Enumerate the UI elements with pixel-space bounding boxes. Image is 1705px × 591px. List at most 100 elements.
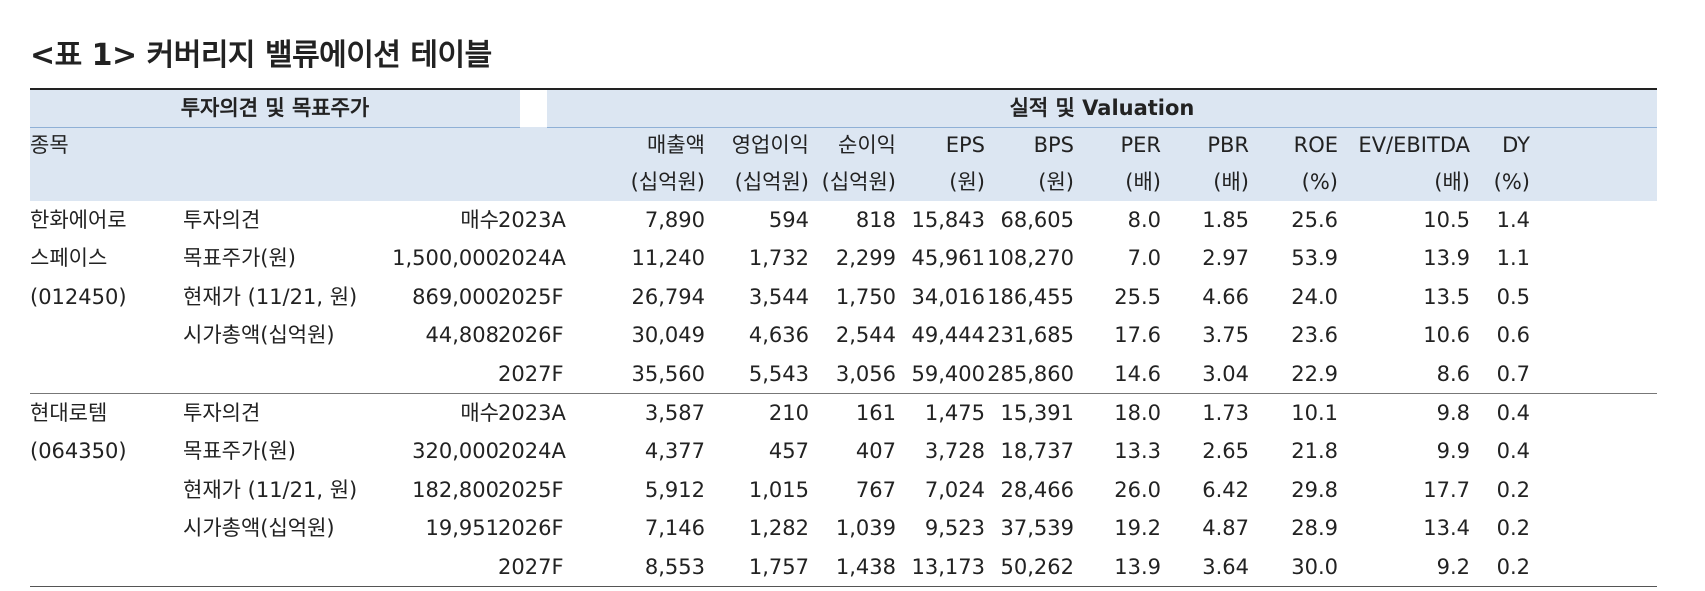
data-cell: 818 [855, 208, 896, 232]
year-cell: 2025F [498, 284, 564, 309]
info-value: 44,808 [425, 323, 499, 348]
data-cell: 108,270 [987, 246, 1074, 271]
data-cell: 7,024 [924, 477, 985, 502]
header-col-name: BPS [1033, 133, 1074, 157]
data-cell: 7,890 [644, 208, 705, 232]
data-cell: 3,056 [835, 361, 896, 386]
info-value: 19,951 [425, 516, 499, 541]
data-cell: 21.8 [1291, 439, 1338, 464]
header-col-unit: (십억원) [734, 170, 809, 194]
table-title: <표 1> 커버리지 밸류에이션 테이블 [30, 38, 492, 73]
data-cell: 1.4 [1496, 208, 1530, 232]
data-cell: 4,636 [748, 323, 809, 348]
data-cell: 0.5 [1496, 284, 1530, 309]
data-cell: 9.2 [1436, 554, 1470, 579]
data-cell: 1,015 [748, 477, 809, 502]
data-cell: 767 [855, 477, 896, 502]
data-cell: 15,391 [1000, 400, 1074, 425]
data-cell: 1,750 [835, 284, 896, 309]
table-row: 현재가 (11/21, 원) 182,800 2025F 5,912 1,015 767 7… [30, 471, 1657, 509]
info-label: 목표주가(원) [183, 439, 296, 464]
table-row: 시가총액(십억원) 44,808 2026F 30,049 4,636 2,544 49,4… [30, 316, 1657, 354]
table-body: 한화에어로 투자의견 매수 2023A 7,890 594 818 15,843 68,605 8… [30, 201, 1657, 586]
data-cell: 0.7 [1496, 361, 1530, 386]
data-cell: 14.6 [1114, 361, 1161, 386]
info-value: 매수 [460, 208, 499, 232]
header-col-unit: (배) [1125, 170, 1161, 194]
data-cell: 161 [855, 400, 896, 425]
data-cell: 18,737 [1000, 439, 1074, 464]
data-cell: 8.0 [1127, 208, 1161, 232]
company-name-line: (064350) [30, 439, 127, 464]
data-cell: 0.4 [1496, 400, 1530, 425]
data-cell: 285,860 [987, 361, 1074, 386]
info-value: 869,000 [412, 284, 499, 309]
data-cell: 0.2 [1496, 516, 1530, 541]
header-col-unit: (배) [1213, 170, 1249, 194]
company-name-line: 스페이스 [30, 246, 108, 271]
data-cell: 1,039 [835, 516, 896, 541]
data-cell: 50,262 [1000, 554, 1074, 579]
data-cell: 37,539 [1000, 516, 1074, 541]
data-cell: 29.8 [1291, 477, 1338, 502]
table-row: 스페이스 목표주가(원) 1,500,000 2024A 11,240 1,732 2,29… [30, 239, 1657, 277]
data-cell: 19.2 [1114, 516, 1161, 541]
data-cell: 10.6 [1423, 323, 1470, 348]
data-cell: 0.2 [1496, 554, 1530, 579]
data-cell: 34,016 [911, 284, 985, 309]
year-cell: 2024A [498, 246, 566, 271]
data-cell: 5,543 [748, 361, 809, 386]
data-cell: 3,587 [644, 400, 705, 425]
data-cell: 30.0 [1291, 554, 1338, 579]
data-cell: 6.42 [1202, 477, 1249, 502]
data-cell: 1.85 [1202, 208, 1249, 232]
data-cell: 407 [855, 439, 896, 464]
info-value: 1,500,000 [392, 246, 499, 271]
data-cell: 49,444 [911, 323, 985, 348]
valuation-table: 투자의견 및 목표주가 실적 및 Valuation 종목 매출액 영업이익 순이익… [30, 88, 1657, 587]
data-cell: 45,961 [911, 246, 985, 271]
data-cell: 17.7 [1423, 477, 1470, 502]
table-header: 투자의견 및 목표주가 실적 및 Valuation 종목 매출액 영업이익 순이익… [30, 90, 1657, 201]
info-label: 현재가 (11/21, 원) [183, 284, 358, 309]
header-col-name: 순이익 [838, 133, 896, 157]
data-cell: 1,732 [748, 246, 809, 271]
data-cell: 0.2 [1496, 477, 1530, 502]
data-cell: 0.6 [1496, 323, 1530, 348]
data-cell: 13.9 [1423, 246, 1470, 271]
data-cell: 3.64 [1202, 554, 1249, 579]
data-cell: 13,173 [911, 554, 985, 579]
data-cell: 1,475 [924, 400, 985, 425]
year-cell: 2023A [498, 208, 566, 232]
data-cell: 53.9 [1291, 246, 1338, 271]
data-cell: 594 [768, 208, 809, 232]
data-cell: 13.3 [1114, 439, 1161, 464]
data-cell: 231,685 [987, 323, 1074, 348]
header-col-unit: (원) [949, 170, 985, 194]
data-cell: 28.9 [1291, 516, 1338, 541]
table-row: (012450) 현재가 (11/21, 원) 869,000 2025F 26,794… [30, 278, 1657, 316]
table-row: 한화에어로 투자의견 매수 2023A 7,890 594 818 15,843 68,605 8… [30, 201, 1657, 239]
info-label: 목표주가(원) [183, 246, 296, 271]
header-col-name: DY [1502, 133, 1530, 157]
info-value: 182,800 [412, 477, 499, 502]
data-cell: 2,544 [835, 323, 896, 348]
header-column-units-row: (십억원) (십억원) (십억원) (원) (원) (배) (배) (%) (배) (%) [30, 164, 1657, 201]
data-cell: 1.1 [1496, 246, 1530, 271]
data-cell: 28,466 [1000, 477, 1074, 502]
data-cell: 25.5 [1114, 284, 1161, 309]
data-cell: 8.6 [1436, 361, 1470, 386]
header-stock-label: 종목 [30, 133, 69, 157]
table-row: 현대로템 투자의견 매수 2023A 3,587 210 161 1,475 15,391 18.… [30, 392, 1657, 432]
header-col-unit: (십억원) [630, 170, 705, 194]
header-column-names-row: 종목 매출액 영업이익 순이익 EPS BPS PER PBR ROE EV/EBITDA DY [30, 127, 1657, 164]
header-col-unit: (십억원) [821, 170, 896, 194]
data-cell: 5,912 [644, 477, 705, 502]
data-cell: 23.6 [1291, 323, 1338, 348]
data-cell: 1,438 [835, 554, 896, 579]
data-cell: 7.0 [1127, 246, 1161, 271]
data-cell: 13.4 [1423, 516, 1470, 541]
data-cell: 26.0 [1114, 477, 1161, 502]
data-cell: 2,299 [835, 246, 896, 271]
data-cell: 1,282 [748, 516, 809, 541]
